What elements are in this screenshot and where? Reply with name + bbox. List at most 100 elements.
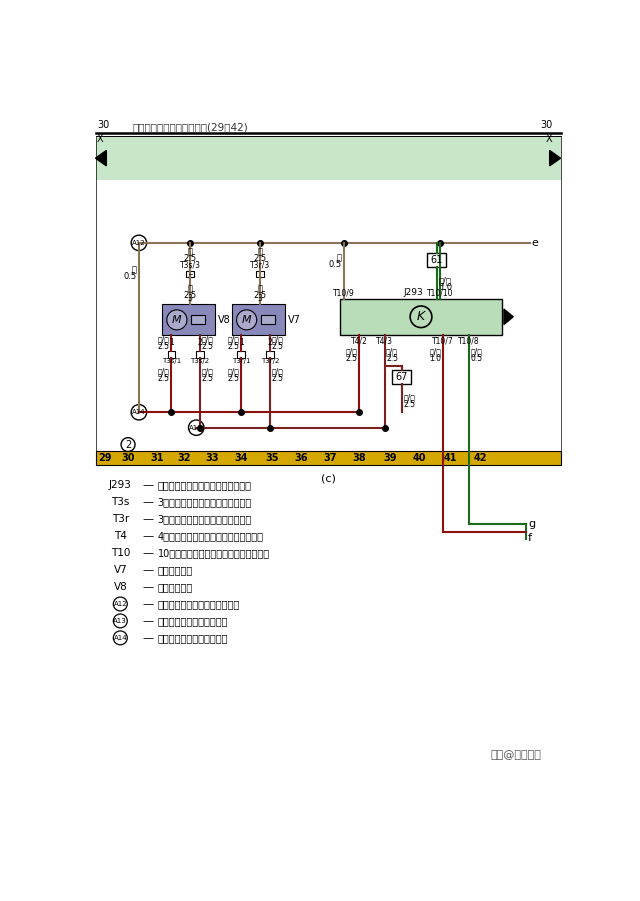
- Text: 37: 37: [324, 452, 337, 463]
- Text: 0.5: 0.5: [124, 272, 136, 281]
- Text: 2.5: 2.5: [228, 374, 239, 383]
- Text: 34: 34: [234, 452, 248, 463]
- Text: M: M: [242, 314, 252, 325]
- Text: 红/白: 红/白: [271, 368, 284, 377]
- FancyBboxPatch shape: [428, 253, 446, 267]
- Polygon shape: [504, 309, 513, 324]
- Circle shape: [167, 310, 187, 330]
- Text: 2.5: 2.5: [202, 374, 214, 383]
- FancyBboxPatch shape: [237, 350, 245, 359]
- Text: 连接线，在发动机线束内；: 连接线，在发动机线束内；: [157, 633, 228, 643]
- Text: —: —: [143, 514, 154, 524]
- Text: 散热风扇控制器，在发动机舱左侧；: 散热风扇控制器，在发动机舱左侧；: [157, 480, 252, 490]
- Text: 红/黑: 红/黑: [346, 348, 358, 357]
- Text: 3针插头，黑色，在左散热风扇上；: 3针插头，黑色，在左散热风扇上；: [157, 514, 252, 524]
- Text: 红/白: 红/白: [386, 348, 398, 357]
- Text: A13: A13: [189, 424, 203, 431]
- Text: 接地连接线，在发动机线束内；: 接地连接线，在发动机线束内；: [157, 599, 240, 609]
- Text: T10/7: T10/7: [432, 337, 454, 346]
- Text: 1.0: 1.0: [439, 283, 452, 292]
- Text: 29: 29: [98, 452, 111, 463]
- Text: X: X: [97, 134, 104, 144]
- Text: A12: A12: [113, 601, 127, 607]
- Text: 30: 30: [122, 452, 135, 463]
- Text: 2.5: 2.5: [271, 341, 284, 350]
- Text: 棕: 棕: [257, 248, 262, 257]
- Text: A12: A12: [132, 240, 146, 246]
- Text: 2: 2: [268, 339, 272, 348]
- FancyBboxPatch shape: [392, 370, 411, 384]
- Text: 2: 2: [198, 339, 202, 348]
- Text: g: g: [528, 519, 535, 529]
- Text: T10/9: T10/9: [333, 288, 355, 297]
- Text: A13: A13: [113, 618, 127, 623]
- Text: —: —: [143, 582, 154, 592]
- Text: T3s/1: T3s/1: [162, 359, 181, 364]
- Text: —: —: [143, 532, 154, 542]
- FancyBboxPatch shape: [196, 350, 204, 359]
- Text: 39: 39: [383, 452, 397, 463]
- Text: 3: 3: [188, 294, 193, 303]
- Text: 67: 67: [396, 372, 408, 382]
- FancyBboxPatch shape: [340, 299, 502, 335]
- FancyBboxPatch shape: [162, 305, 215, 335]
- Text: 40: 40: [413, 452, 426, 463]
- Text: 红/黑: 红/黑: [228, 335, 239, 344]
- FancyBboxPatch shape: [260, 315, 275, 324]
- Text: —: —: [143, 599, 154, 609]
- FancyBboxPatch shape: [186, 270, 194, 277]
- Text: 32: 32: [178, 452, 191, 463]
- Text: 41: 41: [444, 452, 457, 463]
- Text: 10针插头，黑色，在散热风扇控制器上；: 10针插头，黑色，在散热风扇控制器上；: [157, 548, 269, 559]
- Text: 30: 30: [541, 120, 553, 130]
- Text: 2.5: 2.5: [228, 341, 239, 350]
- Text: A14: A14: [132, 409, 146, 415]
- Text: T3r/1: T3r/1: [232, 359, 250, 364]
- Text: A14: A14: [113, 635, 127, 641]
- Text: T10: T10: [111, 548, 130, 559]
- Text: 红/黑: 红/黑: [158, 335, 170, 344]
- Text: 2.5: 2.5: [158, 341, 170, 350]
- Text: —: —: [143, 548, 154, 559]
- Text: T3r: T3r: [111, 514, 129, 524]
- Text: T3r/2: T3r/2: [260, 359, 279, 364]
- Text: 棕: 棕: [257, 285, 262, 294]
- Text: 连接线，在发动机线束内；: 连接线，在发动机线束内；: [157, 616, 228, 626]
- Text: T3s/2: T3s/2: [191, 359, 210, 364]
- FancyBboxPatch shape: [191, 315, 205, 324]
- Text: V7: V7: [288, 314, 301, 325]
- Polygon shape: [95, 150, 106, 166]
- Text: 红/黑: 红/黑: [158, 368, 170, 377]
- FancyBboxPatch shape: [232, 305, 285, 335]
- Text: (c): (c): [321, 474, 335, 484]
- Text: V8: V8: [218, 314, 230, 325]
- Text: 棕: 棕: [132, 265, 136, 274]
- Text: —: —: [143, 633, 154, 643]
- Text: T3r/3: T3r/3: [250, 260, 270, 269]
- Text: 2.5: 2.5: [158, 374, 170, 383]
- Text: 30: 30: [97, 120, 109, 130]
- Text: T10/10: T10/10: [427, 288, 454, 297]
- Text: 4针插头，黑色，在散热风扇控制器上；: 4针插头，黑色，在散热风扇控制器上；: [157, 532, 264, 542]
- Polygon shape: [550, 150, 561, 166]
- Text: 棕: 棕: [188, 285, 193, 294]
- Text: 2.5: 2.5: [386, 354, 398, 363]
- FancyBboxPatch shape: [256, 270, 264, 277]
- Text: f: f: [528, 532, 532, 542]
- Circle shape: [237, 310, 257, 330]
- Text: e: e: [532, 238, 539, 248]
- Text: 31: 31: [151, 452, 164, 463]
- Text: 61: 61: [430, 255, 443, 265]
- Text: 2: 2: [125, 440, 131, 450]
- Text: 2.5: 2.5: [346, 354, 358, 363]
- Text: —: —: [143, 497, 154, 507]
- FancyBboxPatch shape: [95, 137, 561, 179]
- Text: 棕: 棕: [336, 254, 341, 263]
- Text: 红/白: 红/白: [271, 335, 284, 344]
- Text: 头条@飞哥学车: 头条@飞哥学车: [490, 750, 541, 760]
- Text: —: —: [143, 565, 154, 575]
- Text: T4/2: T4/2: [351, 337, 367, 346]
- Text: 33: 33: [205, 452, 218, 463]
- Text: V7: V7: [113, 565, 127, 575]
- Text: 绿/黑: 绿/黑: [439, 276, 452, 285]
